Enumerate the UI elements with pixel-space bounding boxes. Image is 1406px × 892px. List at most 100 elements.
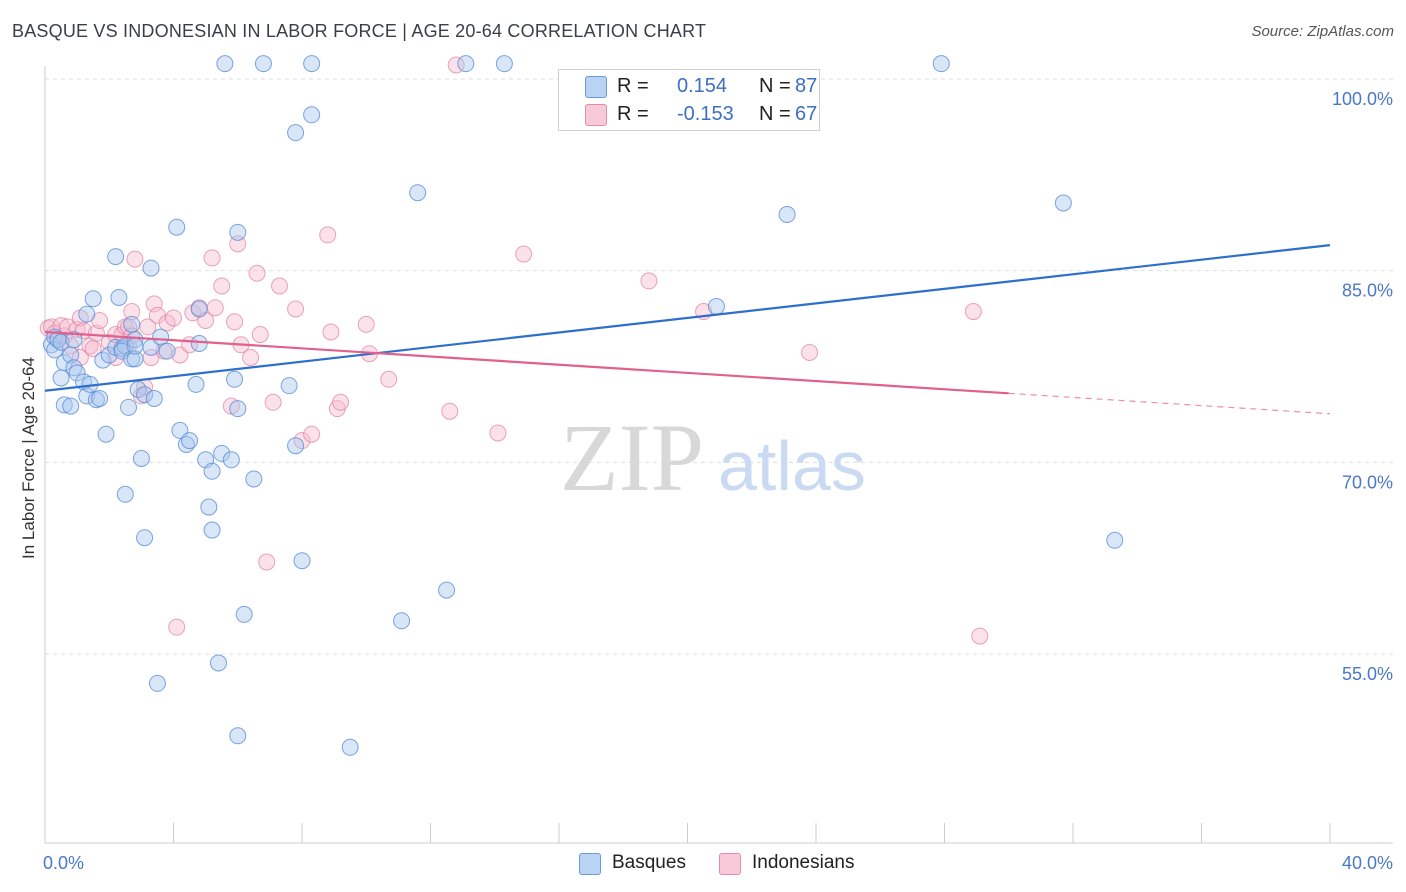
basque-point xyxy=(245,470,263,488)
tick-labels: 100.0% 85.0% 70.0% 55.0% 0.0% 40.0% xyxy=(43,89,1393,873)
basque-point xyxy=(203,521,221,539)
basque-swatch xyxy=(585,76,607,98)
basques-points xyxy=(42,55,1124,756)
indonesian-point xyxy=(203,249,221,267)
basque-point xyxy=(120,398,138,416)
indonesian-point xyxy=(287,300,305,318)
legend-label-indonesians: Indonesians xyxy=(752,852,855,873)
indonesians-points xyxy=(39,56,989,645)
basque-point xyxy=(126,337,144,355)
indonesian-point xyxy=(251,326,269,344)
source-credit: Source: ZipAtlas.com xyxy=(1251,23,1394,40)
indonesian-point xyxy=(213,277,231,295)
legend-r-label: R = xyxy=(617,75,649,97)
basque-point xyxy=(136,529,154,547)
basque-point xyxy=(1106,531,1124,549)
y-tick-label: 70.0% xyxy=(1342,472,1393,492)
basque-point xyxy=(107,248,125,266)
indonesian-point xyxy=(168,618,186,636)
basque-point xyxy=(52,333,70,351)
basque-point xyxy=(213,444,231,462)
basque-point xyxy=(152,328,170,346)
basque-point xyxy=(123,315,141,333)
zipatlas-watermark: ZIP atlas xyxy=(560,404,866,511)
basque-point xyxy=(222,451,240,469)
legend-r-value: -0.153 xyxy=(677,103,734,125)
basque-point xyxy=(495,55,513,73)
basque-point xyxy=(216,55,234,73)
indonesian-point xyxy=(515,245,533,263)
indonesian-trend-extension xyxy=(1008,392,1331,415)
basque-point xyxy=(84,290,102,308)
indonesian-point xyxy=(242,349,260,367)
basque-point xyxy=(116,485,134,503)
x-tick-label: 40.0% xyxy=(1342,853,1393,873)
indonesian-point xyxy=(319,226,337,244)
indonesian-point xyxy=(165,309,182,327)
indonesian-point xyxy=(264,393,282,411)
basque-trend-line xyxy=(44,244,1331,392)
indonesian-point xyxy=(357,315,375,333)
indonesian-point xyxy=(303,425,321,443)
basque-point xyxy=(303,55,321,73)
legend-r-value: 0.154 xyxy=(677,75,728,97)
watermark-zip: ZIP xyxy=(560,404,704,511)
basque-point xyxy=(190,335,208,352)
basque-swatch xyxy=(579,853,601,875)
indonesian-point xyxy=(126,250,144,268)
chart-title: BASQUE VS INDONESIAN IN LABOR FORCE | AG… xyxy=(12,21,707,41)
basque-point xyxy=(136,386,154,404)
legend-n-value: 87 xyxy=(795,75,818,97)
basque-point xyxy=(145,389,163,407)
legend-label-basques: Basques xyxy=(612,852,686,873)
basque-point xyxy=(187,375,205,393)
indonesian-point xyxy=(248,264,266,282)
basque-point xyxy=(254,55,272,73)
y-tick-label: 85.0% xyxy=(1342,281,1393,301)
basque-point xyxy=(65,359,83,377)
legend-r-label: R = xyxy=(617,103,649,125)
basque-point xyxy=(68,364,86,382)
basque-point xyxy=(110,289,128,306)
y-tick-label: 100.0% xyxy=(1332,89,1393,109)
basque-point xyxy=(226,370,244,388)
legend-n-label: N = xyxy=(759,75,791,97)
indonesian-point xyxy=(964,303,982,321)
indonesian-swatch xyxy=(719,853,741,875)
indonesian-trend-line xyxy=(44,330,1009,395)
indonesian-point xyxy=(206,299,224,317)
basque-point xyxy=(438,581,456,599)
indonesian-point xyxy=(258,553,276,571)
basque-point xyxy=(168,218,186,236)
basque-point xyxy=(91,389,109,407)
basque-point xyxy=(293,552,311,570)
y-axis-label: In Labor Force | Age 20-64 xyxy=(19,357,38,559)
basque-point xyxy=(778,205,796,223)
basque-point xyxy=(229,400,247,418)
basque-point xyxy=(287,124,305,142)
basque-point xyxy=(132,450,150,467)
basque-point xyxy=(280,377,298,395)
axes xyxy=(44,66,1393,844)
legend-n-label: N = xyxy=(759,103,791,125)
basque-point xyxy=(457,55,475,73)
y-tick-label: 55.0% xyxy=(1342,664,1393,684)
basque-point xyxy=(148,674,166,692)
basque-point xyxy=(97,425,115,443)
basque-point xyxy=(200,498,218,516)
indonesian-point xyxy=(971,627,989,645)
basque-point xyxy=(52,369,70,387)
basque-point xyxy=(209,654,227,672)
indonesian-point xyxy=(801,343,819,361)
basque-point xyxy=(393,612,411,630)
basque-point xyxy=(126,331,144,349)
indonesian-point xyxy=(640,272,658,290)
indonesian-point xyxy=(441,402,459,420)
indonesian-point xyxy=(87,324,105,342)
basque-point xyxy=(707,297,725,315)
trend-lines xyxy=(44,244,1331,415)
indonesian-point xyxy=(380,370,398,388)
indonesian-swatch xyxy=(585,104,607,126)
basque-point xyxy=(409,184,427,202)
